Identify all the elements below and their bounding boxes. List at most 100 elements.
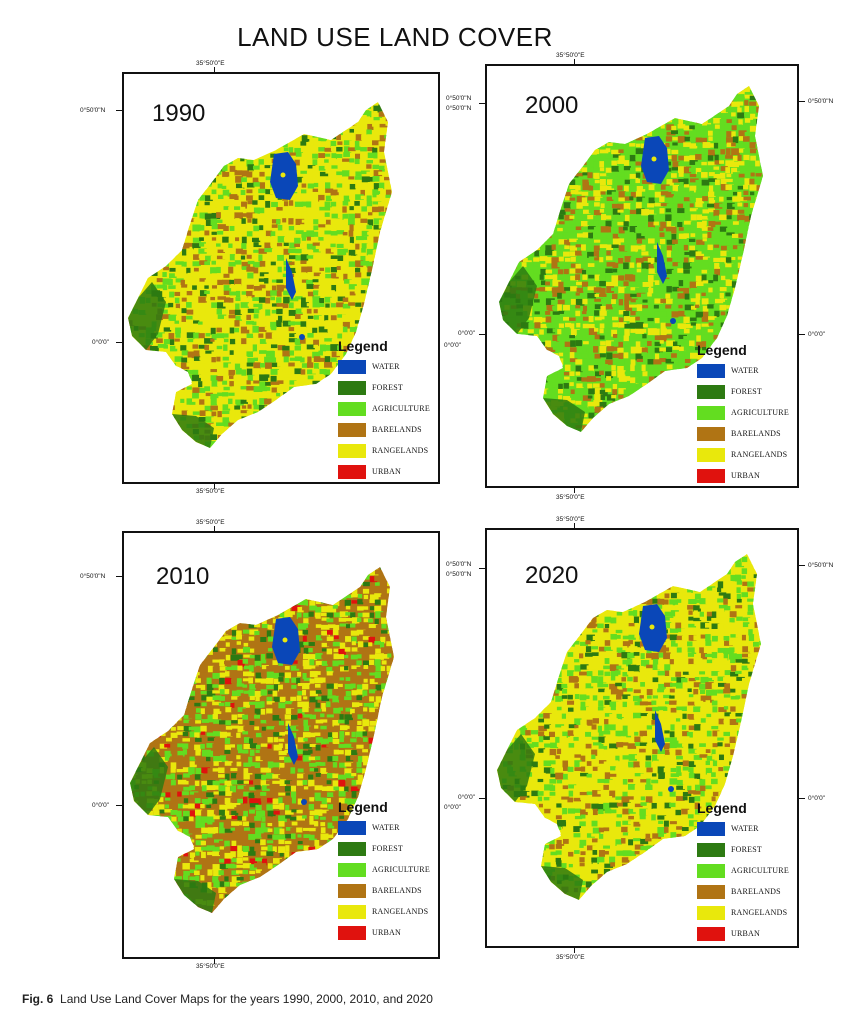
land-cover-patch: [504, 334, 514, 340]
land-cover-patch: [499, 347, 504, 354]
land-cover-patch: [133, 212, 140, 219]
land-cover-patch: [330, 297, 338, 303]
land-cover-patch: [539, 166, 548, 171]
land-cover-patch: [139, 207, 147, 213]
land-cover-patch: [234, 122, 242, 130]
land-cover-patch: [563, 268, 569, 275]
land-cover-patch: [186, 440, 194, 445]
land-cover-patch: [515, 251, 521, 256]
land-cover-patch: [210, 218, 218, 226]
land-cover-patch: [684, 365, 693, 372]
land-cover-patch: [546, 185, 556, 191]
land-cover-patch: [193, 320, 200, 324]
land-cover-patch: [157, 423, 165, 429]
land-cover-patch: [228, 146, 234, 151]
land-cover-patch: [593, 250, 600, 258]
land-cover-patch: [672, 346, 680, 350]
land-cover-patch: [300, 260, 307, 264]
land-cover-patch: [325, 248, 334, 254]
land-cover-patch: [533, 220, 538, 226]
land-cover-patch: [689, 340, 695, 347]
land-cover-patch: [726, 142, 736, 148]
land-cover-patch: [557, 292, 562, 299]
land-cover-patch: [539, 298, 544, 304]
land-cover-patch: [398, 310, 403, 317]
land-cover-patch: [761, 221, 763, 226]
land-cover-patch: [569, 136, 578, 144]
forest-area: [128, 282, 214, 448]
land-cover-patch: [756, 94, 763, 98]
land-cover-patch: [229, 416, 235, 422]
land-cover-patch: [696, 353, 704, 360]
land-cover-patch: [204, 189, 213, 196]
land-cover-patch: [714, 137, 724, 142]
land-cover-patch: [624, 196, 634, 201]
land-cover-patch: [354, 290, 364, 294]
land-cover-patch: [228, 249, 235, 254]
land-cover-patch: [264, 248, 273, 253]
land-cover-patch: [564, 322, 572, 328]
land-cover-patch: [678, 245, 687, 252]
land-cover-patch: [660, 293, 668, 299]
land-cover-patch: [527, 233, 534, 237]
land-cover-patch: [683, 328, 691, 334]
land-cover-patch: [319, 339, 324, 343]
land-cover-patch: [666, 155, 674, 160]
land-cover-patch: [307, 332, 315, 338]
land-cover-patch: [337, 189, 344, 193]
land-cover-patch: [540, 227, 548, 231]
land-cover-patch: [283, 356, 289, 363]
land-cover-patch: [307, 147, 315, 152]
land-cover-patch: [599, 275, 608, 281]
land-cover-patch: [265, 381, 271, 386]
land-cover-patch: [379, 152, 388, 158]
land-cover-patch: [503, 274, 512, 282]
land-cover-patch: [307, 110, 313, 118]
land-cover-patch: [372, 206, 381, 213]
land-cover-patch: [163, 182, 168, 188]
land-cover-patch: [128, 159, 131, 165]
land-cover-patch: [300, 158, 310, 165]
land-cover-patch: [306, 404, 311, 409]
land-cover-patch: [648, 268, 657, 274]
land-cover-patch: [606, 203, 616, 210]
land-cover-patch: [217, 146, 225, 154]
land-cover-patch: [294, 237, 301, 244]
land-cover-patch: [695, 106, 704, 111]
land-cover-patch: [378, 285, 388, 290]
land-cover-patch: [132, 129, 140, 134]
land-cover-patch: [151, 380, 161, 386]
land-cover-patch: [216, 338, 224, 345]
land-cover-patch: [349, 158, 355, 163]
land-cover-patch: [599, 353, 606, 358]
land-cover-patch: [576, 322, 581, 328]
land-cover-patch: [144, 140, 152, 146]
land-cover-patch: [211, 278, 219, 284]
land-cover-patch: [324, 147, 332, 152]
land-cover-patch: [522, 119, 527, 126]
land-cover-patch: [253, 434, 261, 442]
land-cover-patch: [144, 200, 151, 207]
land-cover-patch: [557, 269, 564, 276]
land-cover-patch: [223, 422, 232, 427]
land-cover-patch: [510, 358, 517, 364]
land-cover-patch: [528, 185, 535, 192]
land-cover-patch: [271, 255, 279, 262]
land-cover-patch: [731, 131, 736, 138]
land-cover-patch: [192, 231, 198, 237]
land-cover-patch: [378, 242, 385, 246]
land-cover-patch: [701, 274, 707, 282]
land-cover-patch: [647, 209, 657, 215]
land-cover-patch: [762, 280, 763, 287]
land-cover-patch: [378, 327, 388, 331]
land-cover-patch: [138, 387, 147, 392]
land-cover-patch: [228, 369, 236, 376]
land-cover-patch: [145, 122, 152, 130]
land-cover-patch: [247, 98, 253, 102]
land-cover-patch: [642, 323, 648, 328]
land-cover-patch: [240, 123, 249, 131]
land-cover-patch: [546, 238, 553, 246]
land-cover-patch: [521, 142, 529, 150]
land-cover-patch: [198, 296, 207, 303]
land-cover-patch: [354, 165, 361, 171]
